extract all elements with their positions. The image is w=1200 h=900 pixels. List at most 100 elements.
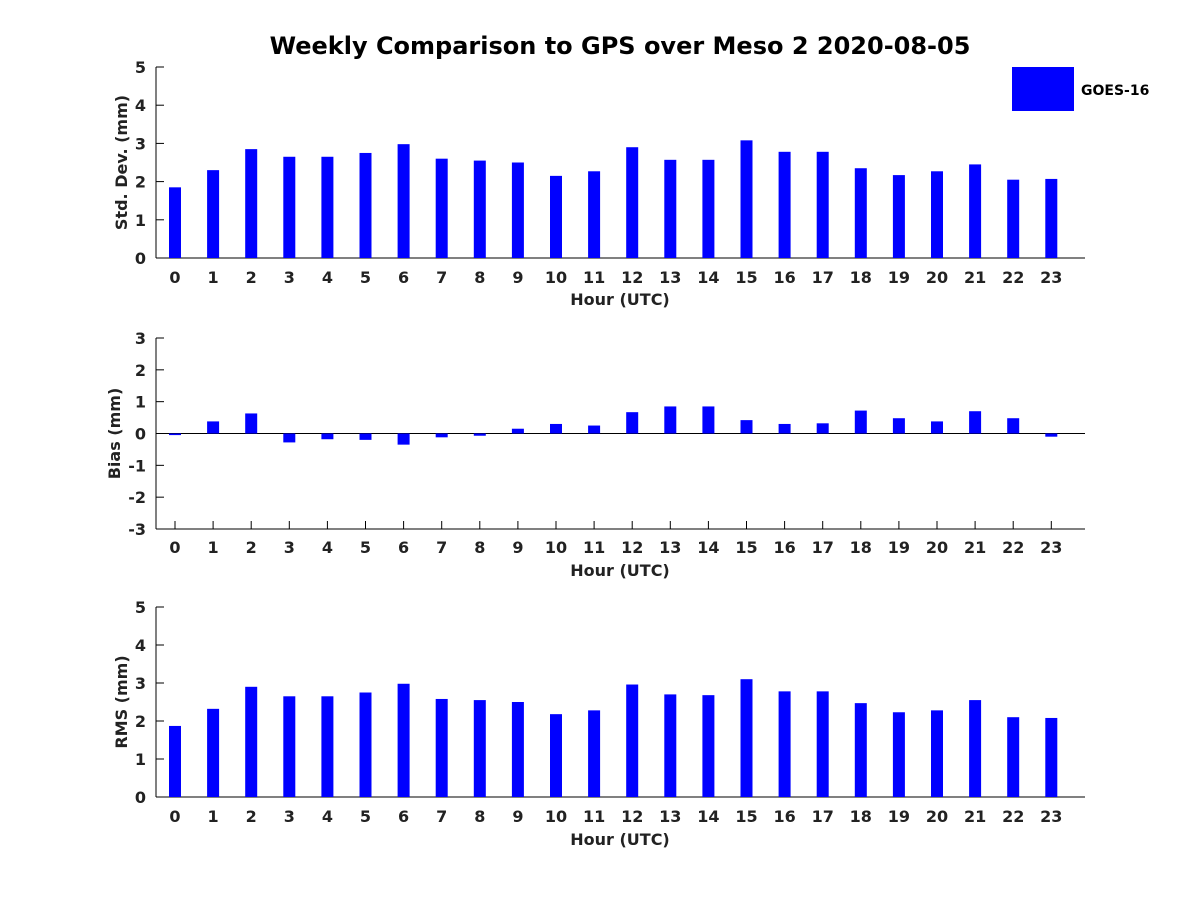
x-tick-label-std: 1 bbox=[208, 268, 219, 287]
bar-rms-5 bbox=[359, 692, 372, 797]
x-tick-label-bias: 1 bbox=[208, 538, 219, 557]
x-tick-label-std: 5 bbox=[360, 268, 371, 287]
x-tick-label-std: 21 bbox=[964, 268, 986, 287]
x-tick-label-std: 3 bbox=[284, 268, 295, 287]
x-tick-label-rms: 13 bbox=[659, 807, 681, 826]
x-tick-label-std: 10 bbox=[545, 268, 567, 287]
x-tick-label-bias: 12 bbox=[621, 538, 643, 557]
bar-rms-13 bbox=[664, 694, 677, 797]
bar-bias-2 bbox=[245, 413, 258, 434]
bar-std-15 bbox=[740, 140, 753, 258]
bar-bias-0 bbox=[169, 433, 181, 436]
y-tick-label-rms: 1 bbox=[135, 750, 146, 769]
x-tick-label-std: 0 bbox=[169, 268, 180, 287]
x-tick-label-bias: 15 bbox=[735, 538, 757, 557]
x-tick-label-std: 12 bbox=[621, 268, 643, 287]
bar-rms-22 bbox=[1007, 717, 1020, 797]
x-tick-label-std: 19 bbox=[888, 268, 910, 287]
x-tick-label-std: 2 bbox=[246, 268, 257, 287]
x-tick-label-std: 9 bbox=[512, 268, 523, 287]
x-tick-label-rms: 4 bbox=[322, 807, 333, 826]
bar-bias-14 bbox=[702, 406, 715, 434]
x-tick-label-bias: 23 bbox=[1040, 538, 1062, 557]
x-tick-label-rms: 16 bbox=[773, 807, 795, 826]
x-tick-label-rms: 12 bbox=[621, 807, 643, 826]
x-tick-label-std: 14 bbox=[697, 268, 719, 287]
y-tick-label-rms: 0 bbox=[135, 788, 146, 807]
bar-bias-5 bbox=[359, 433, 372, 440]
bar-bias-12 bbox=[626, 412, 639, 434]
x-tick-label-rms: 20 bbox=[926, 807, 948, 826]
bar-bias-15 bbox=[740, 420, 753, 434]
x-tick-label-rms: 5 bbox=[360, 807, 371, 826]
x-tick-label-rms: 19 bbox=[888, 807, 910, 826]
bar-bias-4 bbox=[321, 433, 334, 440]
bar-rms-21 bbox=[969, 700, 982, 797]
bar-std-20 bbox=[931, 171, 943, 258]
x-tick-label-std: 18 bbox=[850, 268, 872, 287]
bar-bias-17 bbox=[816, 423, 829, 434]
bar-std-5 bbox=[359, 152, 372, 258]
bar-bias-11 bbox=[588, 425, 601, 434]
x-tick-label-rms: 0 bbox=[169, 807, 180, 826]
y-tick-label-bias: -3 bbox=[128, 520, 146, 539]
bar-rms-9 bbox=[511, 702, 524, 797]
legend-label-goes-16: GOES-16 bbox=[1081, 83, 1149, 99]
x-tick-label-rms: 1 bbox=[208, 807, 219, 826]
bar-rms-19 bbox=[892, 712, 905, 797]
x-tick-label-std: 15 bbox=[735, 268, 757, 287]
x-tick-label-rms: 9 bbox=[512, 807, 523, 826]
bar-rms-12 bbox=[626, 684, 639, 797]
x-tick-label-bias: 17 bbox=[812, 538, 834, 557]
y-tick-label-rms: 2 bbox=[135, 712, 146, 731]
x-tick-label-bias: 21 bbox=[964, 538, 986, 557]
bar-std-9 bbox=[511, 162, 524, 258]
x-tick-label-std: 11 bbox=[583, 268, 605, 287]
bar-rms-1 bbox=[207, 708, 220, 797]
bar-rms-10 bbox=[550, 714, 562, 797]
bar-rms-11 bbox=[588, 710, 601, 797]
bar-std-3 bbox=[283, 156, 296, 258]
x-tick-label-std: 6 bbox=[398, 268, 409, 287]
x-tick-label-std: 17 bbox=[812, 268, 834, 287]
x-tick-label-rms: 15 bbox=[735, 807, 757, 826]
chart-title: Weekly Comparison to GPS over Meso 2 202… bbox=[270, 32, 971, 60]
bar-rms-16 bbox=[778, 691, 791, 797]
bar-std-8 bbox=[473, 160, 486, 258]
y-tick-label-bias: 0 bbox=[135, 425, 146, 444]
bar-bias-13 bbox=[664, 406, 677, 434]
x-tick-label-rms: 2 bbox=[246, 807, 257, 826]
y-tick-label-bias: -1 bbox=[128, 456, 146, 475]
bar-std-16 bbox=[778, 151, 791, 258]
x-tick-label-std: 23 bbox=[1040, 268, 1062, 287]
x-tick-label-std: 13 bbox=[659, 268, 681, 287]
bar-bias-8 bbox=[473, 433, 486, 436]
x-tick-label-bias: 3 bbox=[284, 538, 295, 557]
x-tick-label-bias: 16 bbox=[773, 538, 795, 557]
x-tick-label-bias: 4 bbox=[322, 538, 333, 557]
bar-bias-18 bbox=[854, 410, 867, 434]
bar-std-22 bbox=[1007, 179, 1020, 258]
x-tick-label-rms: 23 bbox=[1040, 807, 1062, 826]
bar-rms-20 bbox=[931, 710, 943, 797]
x-tick-label-bias: 20 bbox=[926, 538, 948, 557]
x-tick-label-bias: 11 bbox=[583, 538, 605, 557]
y-tick-label-rms: 5 bbox=[135, 598, 146, 617]
x-tick-label-std: 16 bbox=[773, 268, 795, 287]
y-tick-label-bias: 3 bbox=[135, 329, 146, 348]
bar-std-21 bbox=[969, 164, 982, 258]
x-tick-label-bias: 13 bbox=[659, 538, 681, 557]
y-tick-label-std: 5 bbox=[135, 58, 146, 77]
bar-bias-6 bbox=[397, 433, 410, 445]
x-tick-label-bias: 8 bbox=[474, 538, 485, 557]
bar-std-14 bbox=[702, 159, 715, 258]
bar-std-6 bbox=[397, 144, 410, 258]
bar-bias-7 bbox=[435, 433, 448, 438]
y-tick-label-std: 0 bbox=[135, 249, 146, 268]
x-tick-label-bias: 19 bbox=[888, 538, 910, 557]
x-tick-label-bias: 0 bbox=[169, 538, 180, 557]
